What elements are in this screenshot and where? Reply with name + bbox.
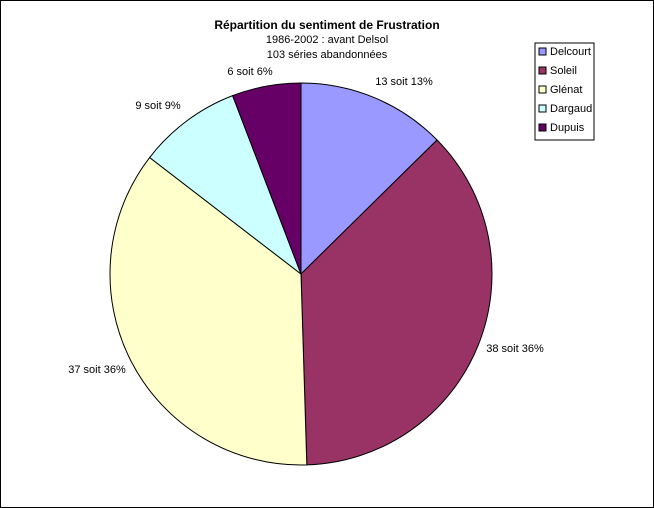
pie-slice-delcourt — [300, 82, 438, 276]
legend-label-soleil: Soleil — [550, 65, 577, 77]
data-label-glnat: 37 soit 36% — [68, 364, 126, 376]
data-label-delcourt: 13 soit 13% — [375, 76, 433, 88]
pie-data-labels: 13 soit 13% 38 soit 36% 37 soit 36% 9 soit … — [68, 66, 544, 376]
legend: Delcourt Soleil Glénat Dargaud Dupuis — [534, 42, 595, 141]
chart-title: Répartition du sentiment de Frustration — [214, 18, 439, 32]
pie-slice-dupuis — [231, 82, 302, 275]
pie-slice-soleil — [300, 139, 493, 466]
pie-slice-dargaud — [148, 95, 303, 276]
legend-swatch-dupuis — [538, 123, 547, 132]
legend-label-dargaud: Dargaud — [550, 103, 592, 115]
legend-label-glnat: Glénat — [550, 84, 582, 96]
data-label-dargaud: 9 soit 9% — [135, 100, 180, 112]
pie-slices — [109, 82, 493, 466]
legend-label-delcourt: Delcourt — [550, 46, 591, 58]
data-label-soleil: 38 soit 36% — [486, 343, 544, 355]
legend-swatch-soleil — [538, 66, 547, 75]
pie-slice-glnat — [109, 156, 308, 466]
legend-swatch-glnat — [538, 85, 547, 94]
chart-subtitle-line-2: 103 séries abandonnées — [267, 49, 388, 61]
legend-swatch-dargaud — [538, 104, 547, 113]
legend-swatch-delcourt — [538, 47, 547, 56]
chart-subtitle-line-1: 1986-2002 : avant Delsol — [266, 34, 388, 46]
data-label-dupuis: 6 soit 6% — [227, 66, 272, 78]
legend-label-dupuis: Dupuis — [550, 122, 585, 134]
